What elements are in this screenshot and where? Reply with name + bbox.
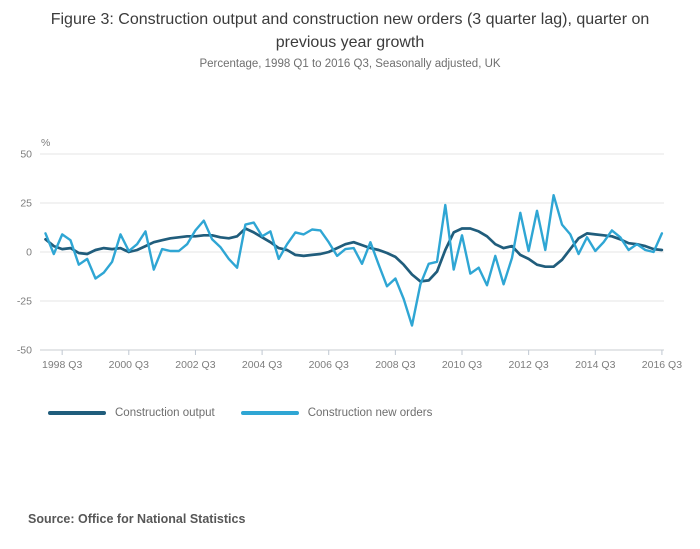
legend-label-construction-output: Construction output	[115, 407, 215, 419]
x-tick-label: 2008 Q3	[375, 359, 415, 371]
x-tick-label: 2000 Q3	[109, 359, 149, 371]
x-tick-label: 2002 Q3	[175, 359, 215, 371]
figure-title: Figure 3: Construction output and constr…	[50, 11, 650, 52]
line-chart: 50 25 0 -25 -50% 1998 Q3 2000 Q3 2002 Q3 2004 Q3…	[17, 137, 682, 371]
legend-label-construction-new-orders: Construction new orders	[307, 407, 433, 419]
y-axis-unit-label: %	[41, 137, 50, 149]
x-tick-label: 2004 Q3	[242, 359, 282, 371]
x-tick-label: 2012 Q3	[508, 359, 548, 371]
y-tick-label: -25	[17, 296, 32, 308]
figure-subtitle: Percentage, 1998 Q1 to 2016 Q3, Seasonal…	[199, 58, 501, 70]
legend-swatch-construction-new-orders	[240, 411, 299, 415]
chart-legend: Construction output Construction new ord…	[48, 407, 432, 419]
legend-item-construction-new-orders: Construction new orders	[240, 407, 433, 419]
y-tick-label: 0	[26, 247, 32, 259]
x-tick-label: 2010 Q3	[442, 359, 482, 371]
x-tick-label: 2006 Q3	[309, 359, 349, 371]
y-tick-label: 25	[20, 198, 32, 210]
series-line-construction-output	[44, 227, 664, 283]
legend-item-construction-output: Construction output	[48, 407, 215, 419]
legend-swatch-construction-output	[48, 411, 106, 415]
x-tick-label: 2016 Q3	[642, 359, 682, 371]
y-tick-label: 50	[20, 149, 32, 161]
y-tick-label: -50	[17, 345, 32, 357]
x-tick-label: 1998 Q3	[42, 359, 82, 371]
x-tick-label: 2014 Q3	[575, 359, 615, 371]
series-line-construction-new-orders	[44, 193, 664, 327]
source-note: Source: Office for National Statistics	[28, 512, 246, 526]
